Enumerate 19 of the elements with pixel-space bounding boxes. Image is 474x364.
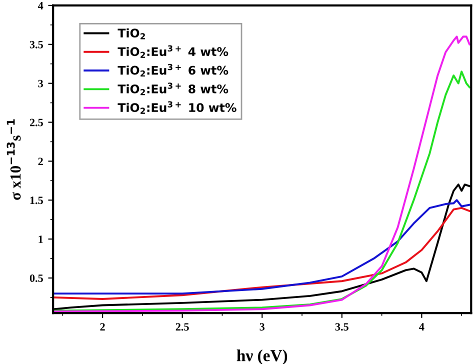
y-axis-title: σ x10$^{−13}$s$^{−1}$: [6, 119, 21, 200]
y-tick-label: 1: [38, 236, 43, 243]
y-tick-label: 4: [38, 2, 44, 10]
x-tick-label: 2: [100, 323, 105, 330]
y-tick-label: 3.5: [30, 40, 43, 48]
y-tick-label: 3: [38, 80, 43, 88]
y-tick-label: 2: [38, 158, 43, 166]
legend-label: TiO$_{2}$:Eu$^{3+}$ 6 wt%: [118, 64, 228, 77]
legend-label: TiO$_{2}$:Eu$^{3+}$ 8 wt%: [118, 82, 228, 96]
legend-label: TiO$_{2}$: [118, 28, 145, 40]
y-tick-label: 1.5: [30, 196, 43, 204]
x-tick-label: 4: [419, 323, 424, 330]
x-tick-label: 2.5: [176, 323, 189, 331]
legend-label: TiO$_{2}$:Eu$^{3+}$ 10 wt%: [118, 101, 236, 114]
x-tick-label: 3: [260, 323, 265, 331]
legend-label: TiO$_{2}$:Eu$^{3+}$ 4 wt%: [118, 45, 228, 58]
x-tick-label: 3.5: [335, 323, 348, 331]
y-tick-label: 2.5: [30, 118, 43, 126]
y-tick-label: 0.5: [30, 274, 43, 282]
